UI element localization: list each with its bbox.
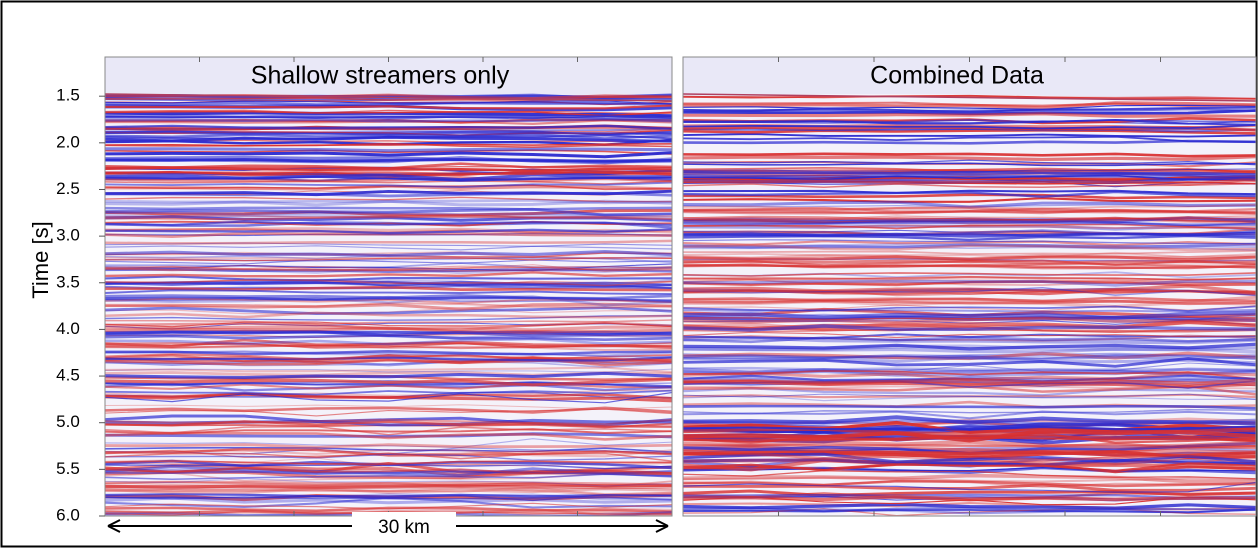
y-tick-label: 3.0 <box>56 226 80 245</box>
scale-label: 30 km <box>378 517 430 538</box>
y-tick-label: 3.5 <box>56 272 80 291</box>
seismic-panel <box>100 57 677 518</box>
y-tick-label: 2.5 <box>56 179 80 198</box>
reflector <box>678 451 1258 453</box>
y-tick-label: 2.0 <box>56 132 80 151</box>
y-tick-label: 4.5 <box>56 366 80 385</box>
y-axis-label: Time [s] <box>28 221 53 298</box>
seismic-panel <box>678 57 1258 516</box>
panel-title: Shallow streamers only <box>251 62 510 90</box>
y-tick-label: 4.0 <box>56 319 80 338</box>
y-tick-label: 1.5 <box>56 86 80 105</box>
y-tick-label: 6.0 <box>56 505 80 524</box>
panel-title: Combined Data <box>870 62 1044 90</box>
reflector <box>100 115 677 117</box>
y-tick-label: 5.5 <box>56 459 80 478</box>
figure: Shallow streamers only Combined Data Time… <box>0 0 1258 548</box>
y-tick-label: 5.0 <box>56 412 80 431</box>
reflector <box>100 208 677 210</box>
